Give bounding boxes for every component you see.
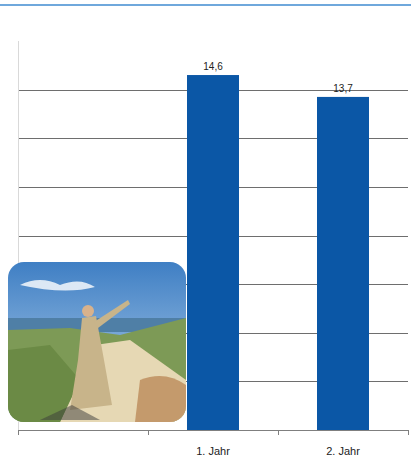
category-tick	[148, 430, 149, 435]
category-tick	[18, 430, 19, 435]
photo-head	[82, 305, 94, 317]
category-tick	[408, 430, 409, 435]
photo-figure	[70, 316, 112, 410]
photo-sky	[8, 262, 186, 422]
photo-cloud	[20, 280, 95, 291]
chart: 14,6 13,7 1. Jahr 2. Jahr	[0, 0, 411, 459]
data-label: 13,7	[333, 83, 353, 94]
category-tick	[278, 430, 279, 435]
page: 14,613,71. Jahr2. Jahr {"chart_data": {"…	[0, 0, 411, 459]
bar	[187, 75, 239, 430]
photo-content	[8, 262, 186, 422]
bars	[187, 75, 369, 430]
photo-arm	[94, 300, 130, 328]
photo-shadow	[40, 405, 100, 420]
photo-rock	[135, 376, 186, 422]
photo	[8, 262, 186, 422]
category-label: 1. Jahr	[196, 445, 230, 457]
bar	[317, 97, 369, 430]
data-label: 14,6	[203, 61, 223, 72]
x-axis-line	[18, 430, 408, 431]
category-label: 2. Jahr	[326, 445, 360, 457]
top-rule	[0, 4, 411, 6]
